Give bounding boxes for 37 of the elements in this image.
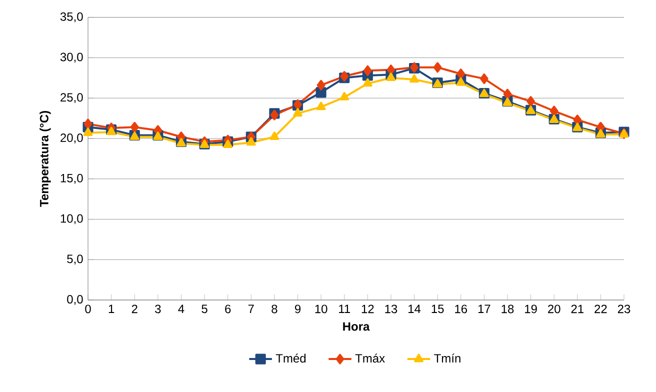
- y-tick-label: 25,0: [60, 93, 83, 104]
- x-tick-label: 11: [339, 304, 350, 313]
- x-tick-label: 16: [455, 304, 468, 314]
- x-tick-label: 15: [432, 304, 444, 314]
- x-tick-label: 10: [315, 304, 328, 314]
- legend-label: Tméd: [276, 354, 306, 363]
- x-tick-label: 23: [618, 304, 630, 314]
- x-tick-label: 2: [132, 304, 138, 314]
- legend-label: Tmáx: [355, 354, 385, 363]
- x-tick-label: 19: [525, 304, 537, 314]
- x-tick-label: 14: [408, 304, 421, 313]
- y-tick-label: 0,0: [67, 295, 83, 305]
- x-tick-label: 20: [548, 304, 560, 314]
- x-tick-label: 3: [155, 304, 161, 314]
- y-tick-label: 5,0: [67, 254, 83, 265]
- x-tick-label: 9: [294, 304, 301, 314]
- x-tick-label: 5: [202, 304, 208, 314]
- x-tick-label: 6: [225, 304, 231, 314]
- x-tick-label: 18: [502, 304, 514, 314]
- x-tick-label: 22: [594, 304, 607, 314]
- y-tick-label: 30,0: [60, 52, 83, 63]
- x-tick-label: 7: [248, 304, 254, 313]
- y-tick-label: 15,0: [60, 174, 83, 184]
- legend-label: Tmín: [434, 354, 460, 362]
- x-tick-label: 8: [272, 304, 278, 314]
- y-tick-label: 10,0: [60, 214, 83, 224]
- y-tick-label: 35,0: [60, 12, 83, 22]
- x-tick-label: 12: [362, 304, 374, 314]
- x-tick-label: 1: [108, 304, 114, 313]
- x-axis-title: Hora: [343, 322, 370, 331]
- y-tick-label: 20,0: [60, 134, 83, 144]
- x-tick-label: 4: [178, 304, 184, 313]
- x-tick-label: 13: [385, 304, 398, 314]
- x-tick-label: 0: [85, 304, 91, 314]
- x-tick-label: 21: [571, 304, 584, 314]
- x-tick-label: 17: [478, 304, 490, 313]
- y-axis-title: Temperatura (°C): [40, 110, 51, 207]
